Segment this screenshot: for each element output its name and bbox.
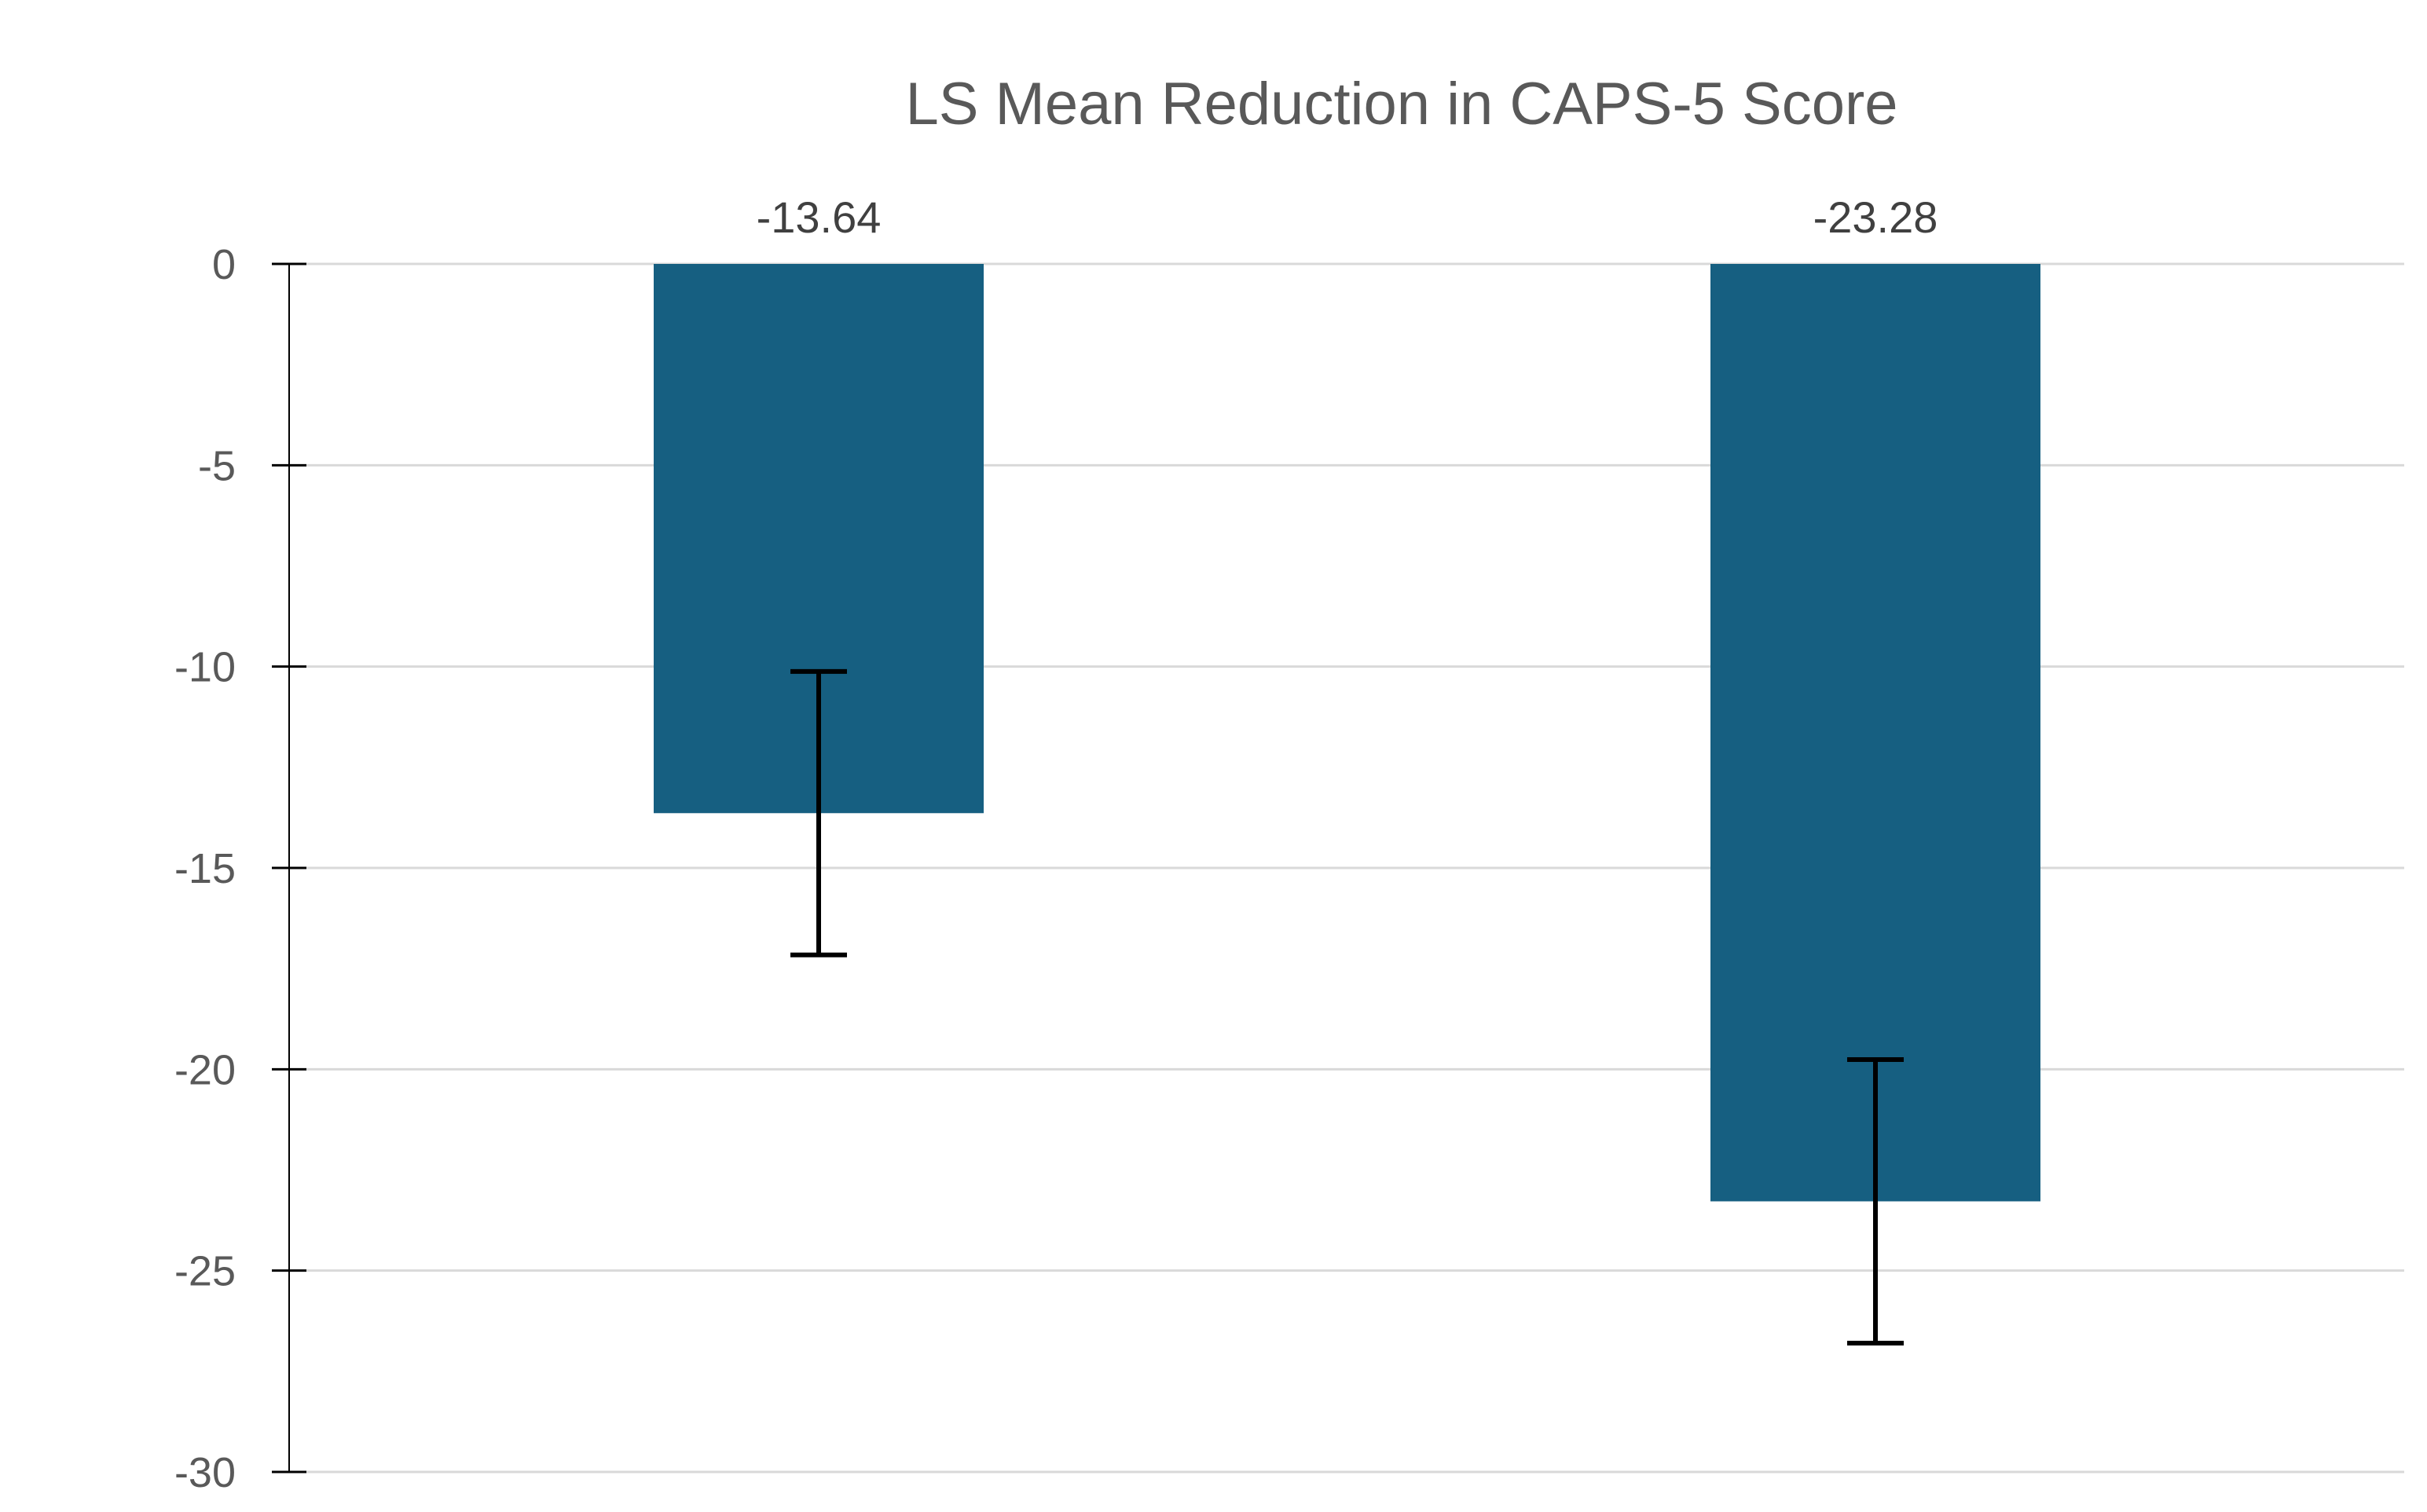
y-tick-label: 0 (212, 241, 236, 288)
y-tick-label: -10 (174, 644, 236, 691)
y-tick-label: -30 (174, 1449, 236, 1496)
chart-title: LS Mean Reduction in CAPS-5 Score (905, 71, 1897, 137)
bar (1710, 264, 2040, 1202)
data-label: -23.28 (1813, 192, 1938, 242)
y-tick-label: -20 (174, 1046, 236, 1093)
bars: -13.64 -23.28 (654, 192, 2040, 1345)
y-tick-label: -15 (174, 845, 236, 892)
data-label: -13.64 (757, 192, 882, 242)
y-axis: 0 -5 -10 -15 -20 -25 -30 (174, 241, 306, 1496)
y-tick-label: -5 (198, 442, 236, 489)
gridlines (289, 262, 2404, 1474)
y-tick-label: -25 (174, 1248, 236, 1295)
